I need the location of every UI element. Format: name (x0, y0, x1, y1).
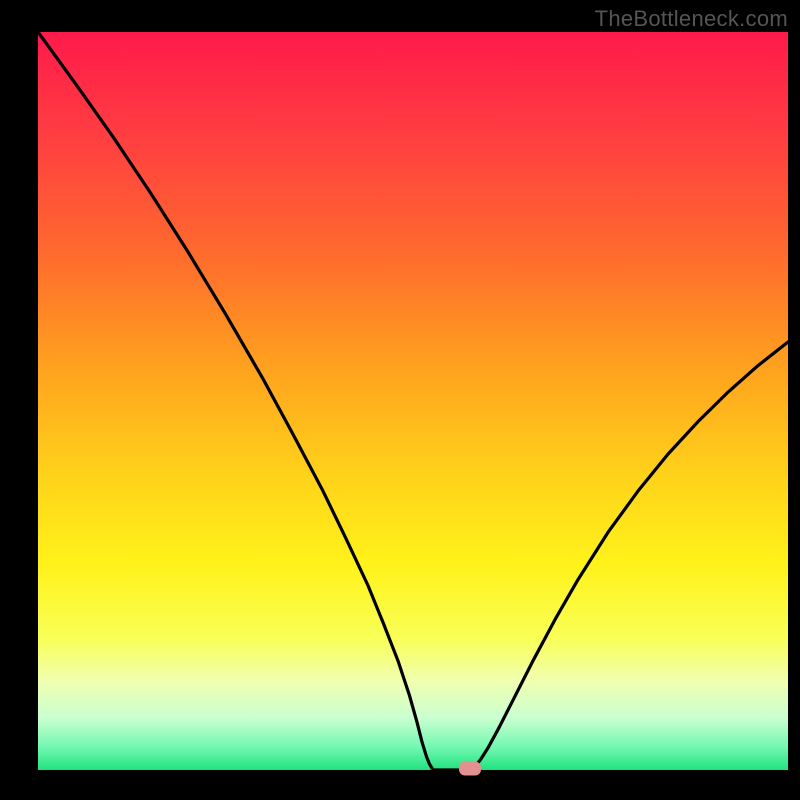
bottleneck-chart-svg (0, 0, 800, 800)
watermark-label: TheBottleneck.com (595, 6, 788, 32)
optimal-point-marker (459, 762, 481, 776)
plot-background (38, 32, 788, 770)
chart-container: TheBottleneck.com (0, 0, 800, 800)
